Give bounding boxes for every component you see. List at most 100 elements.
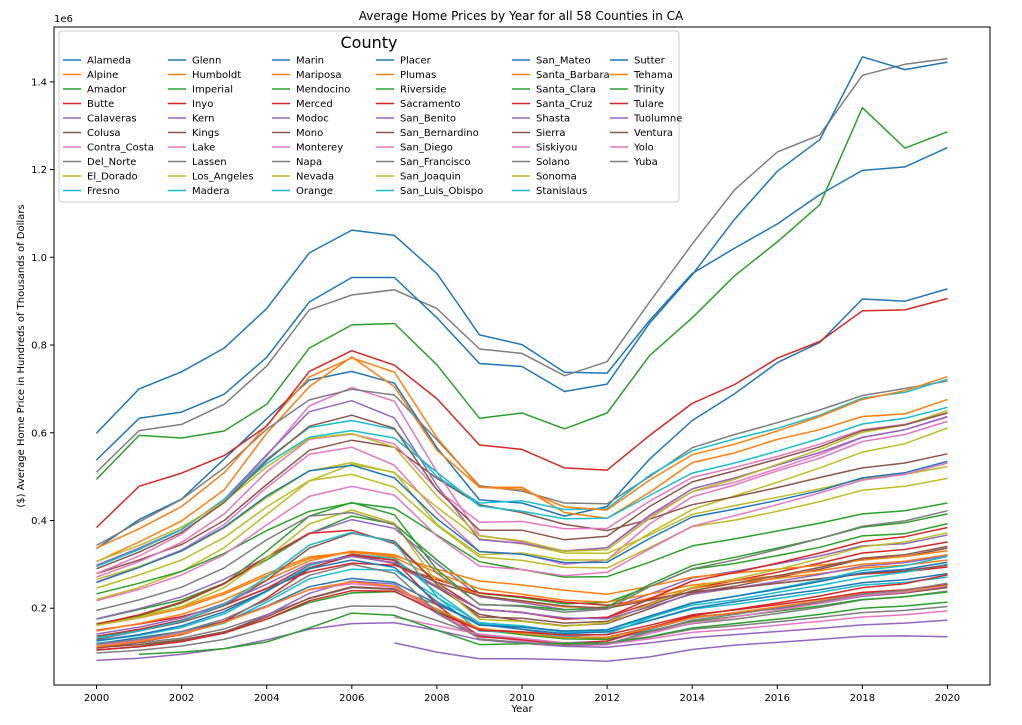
- legend-label: Lassen: [192, 157, 227, 168]
- legend-label: Sacramento: [400, 99, 460, 110]
- legend-label: Colusa: [87, 128, 121, 139]
- x-axis-label: Year: [510, 704, 533, 715]
- legend-label: Tuolumne: [633, 114, 682, 125]
- y-tick-label: 0.4: [31, 516, 47, 527]
- legend-label: Sierra: [536, 128, 565, 139]
- x-tick-label: 2016: [765, 693, 790, 704]
- legend-label: Mendocino: [296, 85, 350, 96]
- legend-label: Fresno: [87, 186, 120, 197]
- series-line-orange: [96, 378, 948, 567]
- legend-label: Placer: [400, 56, 432, 67]
- chart-title: Average Home Prices by Year for all 58 C…: [359, 9, 684, 23]
- legend-label: Del_Norte: [87, 157, 136, 168]
- legend-label: Butte: [87, 99, 114, 110]
- legend-label: Amador: [87, 85, 127, 96]
- series-line-tehama: [96, 581, 948, 648]
- series-line-solano: [96, 510, 948, 613]
- axes-ticks: 2000 2002 2004 2006 2008 2010 2012 2014 2016 2018…: [31, 77, 960, 704]
- series-line-siskiyou: [394, 610, 948, 645]
- legend-label: Tulare: [633, 99, 664, 110]
- series-line-alpine: [96, 356, 948, 563]
- legend-label: San_Francisco: [400, 157, 471, 168]
- legend-label: San_Benito: [400, 114, 456, 125]
- legend-label: Nevada: [296, 172, 334, 183]
- series-line-san-diego: [96, 411, 948, 578]
- legend-label: Yuba: [633, 157, 658, 168]
- legend-label: San_Luis_Obispo: [400, 186, 483, 197]
- series-line-sonoma: [96, 409, 948, 563]
- legend-label: San_Joaquin: [400, 172, 461, 183]
- series-line-mono: [96, 439, 948, 575]
- x-tick-label: 2002: [169, 693, 194, 704]
- series-line-alameda: [96, 288, 948, 550]
- legend-label: Contra_Costa: [87, 143, 154, 154]
- y-tick-label: 1.4: [31, 77, 47, 88]
- y-tick-label: 1.0: [31, 253, 47, 264]
- x-tick-label: 2020: [935, 693, 960, 704]
- series-line-yuba: [96, 563, 948, 647]
- series-line-santa-clara: [95, 106, 948, 480]
- legend-label: Monterey: [296, 143, 343, 154]
- legend-label: Sonoma: [536, 172, 577, 183]
- x-tick-label: 2000: [84, 693, 109, 704]
- x-tick-label: 2010: [509, 693, 534, 704]
- y-tick-label: 1.2: [31, 165, 47, 176]
- series-line-shasta: [96, 555, 948, 635]
- series-line-tulare: [96, 583, 948, 651]
- legend-label: Mariposa: [296, 70, 341, 81]
- legend-label: Modoc: [296, 114, 329, 125]
- legend-label: Humboldt: [192, 70, 241, 81]
- series-line-san-mateo: [95, 56, 948, 461]
- x-tick-label: 2012: [594, 693, 619, 704]
- series-line-placer: [96, 460, 948, 584]
- legend-label: Los_Angeles: [192, 172, 254, 183]
- series-line-san-benito: [96, 399, 948, 566]
- series-line-los-angeles: [96, 427, 948, 601]
- legend-label: Plumas: [400, 70, 436, 81]
- series-line-san-joaquin: [96, 509, 948, 627]
- legend-label: Kern: [192, 114, 215, 125]
- legend-label: Glenn: [192, 56, 221, 67]
- legend-label: Ventura: [634, 128, 673, 139]
- legend-label: Calaveras: [87, 114, 137, 125]
- legend-label: Sutter: [634, 56, 666, 67]
- plot-frame: [53, 26, 991, 686]
- y-tick-label: 0.2: [31, 604, 47, 615]
- legend-label: Siskiyou: [536, 143, 577, 154]
- legend-label: Tehama: [633, 70, 673, 81]
- series-lines: [95, 56, 948, 663]
- legend-label: Yolo: [633, 143, 654, 154]
- series-line-yolo: [96, 462, 948, 602]
- legend-label: Santa_Clara: [536, 85, 596, 96]
- x-tick-label: 2018: [850, 693, 875, 704]
- series-line-plumas: [96, 550, 948, 632]
- series-line-tuolumne: [394, 635, 948, 663]
- series-line-humboldt: [96, 550, 948, 625]
- legend-label: El_Dorado: [87, 172, 138, 183]
- legend-label: San_Diego: [400, 143, 453, 154]
- x-tick-label: 2006: [339, 693, 364, 704]
- series-line-ventura: [96, 412, 948, 570]
- series-line-napa: [96, 380, 948, 547]
- y-tick-label: 0.6: [31, 428, 47, 439]
- legend-label: Orange: [296, 186, 333, 197]
- legend: County Alameda Alpine Amador Butte Calaveras…: [58, 30, 682, 203]
- series-line-el-dorado: [96, 473, 948, 589]
- y-axis-label: ($) Average Home Price in Hundreds of Th…: [16, 204, 27, 507]
- legend-label: San_Mateo: [536, 56, 591, 67]
- legend-label: San_Bernardino: [400, 128, 479, 139]
- series-line-san-luis-obispo: [96, 406, 948, 568]
- series-line-san-francisco: [95, 57, 948, 473]
- legend-label: Merced: [296, 99, 333, 110]
- legend-label: Imperial: [192, 85, 233, 96]
- legend-label: Kings: [192, 128, 219, 139]
- legend-label: Santa_Cruz: [536, 99, 593, 110]
- legend-label: Madera: [192, 186, 230, 197]
- series-line-santa-barbara: [96, 357, 948, 549]
- legend-label: Lake: [192, 143, 215, 154]
- legend-label: Riverside: [400, 85, 446, 96]
- x-tick-label: 2008: [424, 693, 449, 704]
- legend-label: Alpine: [87, 70, 118, 81]
- y-offset-label: 1e6: [54, 14, 73, 25]
